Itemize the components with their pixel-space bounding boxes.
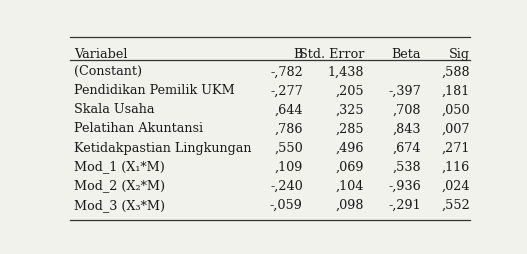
Text: B: B bbox=[294, 48, 302, 61]
Text: Mod_1 (X₁*M): Mod_1 (X₁*M) bbox=[74, 160, 165, 173]
Text: Pelatihan Akuntansi: Pelatihan Akuntansi bbox=[74, 122, 203, 135]
Text: Beta: Beta bbox=[392, 48, 421, 61]
Text: ,116: ,116 bbox=[442, 160, 470, 173]
Text: ,285: ,285 bbox=[335, 122, 364, 135]
Text: Sig: Sig bbox=[449, 48, 470, 61]
Text: ,024: ,024 bbox=[442, 179, 470, 192]
Text: -,277: -,277 bbox=[270, 84, 302, 97]
Text: ,104: ,104 bbox=[336, 179, 364, 192]
Text: ,109: ,109 bbox=[275, 160, 302, 173]
Text: -,936: -,936 bbox=[388, 179, 421, 192]
Text: Mod_3 (X₃*M): Mod_3 (X₃*M) bbox=[74, 198, 165, 211]
Text: ,674: ,674 bbox=[393, 141, 421, 154]
Text: ,588: ,588 bbox=[442, 65, 470, 78]
Text: ,069: ,069 bbox=[336, 160, 364, 173]
Text: Mod_2 (X₂*M): Mod_2 (X₂*M) bbox=[74, 179, 165, 192]
Text: -,782: -,782 bbox=[270, 65, 302, 78]
Text: ,181: ,181 bbox=[442, 84, 470, 97]
Text: Skala Usaha: Skala Usaha bbox=[74, 103, 154, 116]
Text: (Constant): (Constant) bbox=[74, 65, 142, 78]
Text: ,538: ,538 bbox=[393, 160, 421, 173]
Text: Ketidakpastian Lingkungan: Ketidakpastian Lingkungan bbox=[74, 141, 251, 154]
Text: ,050: ,050 bbox=[442, 103, 470, 116]
Text: ,205: ,205 bbox=[335, 84, 364, 97]
Text: ,843: ,843 bbox=[393, 122, 421, 135]
Text: ,098: ,098 bbox=[336, 198, 364, 211]
Text: Std. Error: Std. Error bbox=[299, 48, 364, 61]
Text: ,007: ,007 bbox=[442, 122, 470, 135]
Text: ,496: ,496 bbox=[336, 141, 364, 154]
Text: -,291: -,291 bbox=[388, 198, 421, 211]
Text: ,786: ,786 bbox=[274, 122, 302, 135]
Text: ,550: ,550 bbox=[274, 141, 302, 154]
Text: 1,438: 1,438 bbox=[327, 65, 364, 78]
Text: -,397: -,397 bbox=[388, 84, 421, 97]
Text: -,059: -,059 bbox=[270, 198, 302, 211]
Text: ,325: ,325 bbox=[335, 103, 364, 116]
Text: -,240: -,240 bbox=[270, 179, 302, 192]
Text: ,271: ,271 bbox=[442, 141, 470, 154]
Text: ,644: ,644 bbox=[274, 103, 302, 116]
Text: Variabel: Variabel bbox=[74, 48, 128, 61]
Text: ,708: ,708 bbox=[393, 103, 421, 116]
Text: Pendidikan Pemilik UKM: Pendidikan Pemilik UKM bbox=[74, 84, 235, 97]
Text: ,552: ,552 bbox=[442, 198, 470, 211]
